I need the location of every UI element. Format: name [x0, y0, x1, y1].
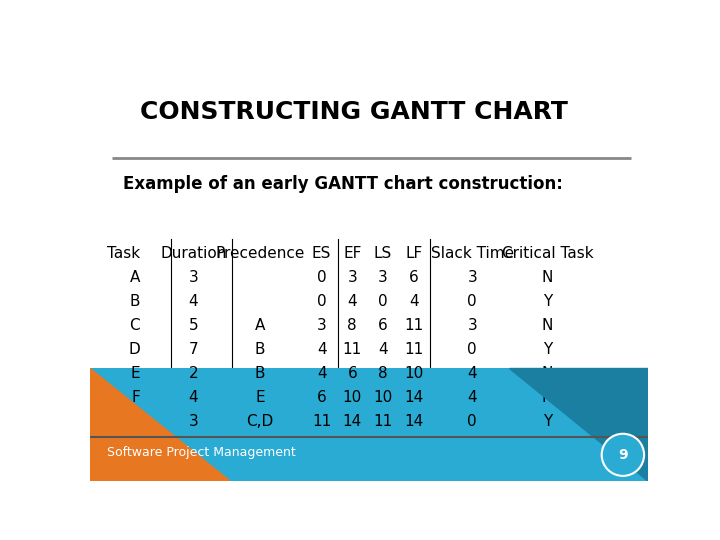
Text: Y: Y — [543, 415, 552, 429]
Text: Slack Time: Slack Time — [431, 246, 514, 261]
Text: 6: 6 — [378, 318, 388, 333]
Ellipse shape — [602, 434, 644, 476]
Text: A: A — [255, 318, 266, 333]
Text: 6: 6 — [409, 270, 418, 285]
Text: 2: 2 — [189, 366, 198, 381]
Text: LF: LF — [405, 246, 422, 261]
Text: 14: 14 — [343, 415, 362, 429]
Polygon shape — [508, 368, 648, 481]
Text: 3: 3 — [189, 270, 198, 285]
Polygon shape — [90, 368, 230, 481]
Text: 4: 4 — [317, 366, 326, 381]
Text: N: N — [542, 270, 553, 285]
Text: B: B — [255, 366, 266, 381]
Text: 11: 11 — [343, 342, 362, 357]
Text: 14: 14 — [404, 415, 423, 429]
Text: B: B — [255, 342, 266, 357]
Text: 0: 0 — [467, 294, 477, 309]
Text: Task: Task — [107, 246, 140, 261]
Text: 4: 4 — [348, 294, 357, 309]
Text: A: A — [130, 270, 140, 285]
Text: 3: 3 — [317, 318, 326, 333]
Text: Software Project Management: Software Project Management — [107, 446, 295, 459]
Text: N: N — [542, 366, 553, 381]
Text: B: B — [130, 294, 140, 309]
Text: CONSTRUCTING GANTT CHART: CONSTRUCTING GANTT CHART — [140, 100, 568, 124]
Bar — [90, 368, 648, 481]
Text: 4: 4 — [409, 294, 418, 309]
Text: E: E — [130, 366, 140, 381]
Text: Duration: Duration — [160, 246, 226, 261]
Text: 3: 3 — [378, 270, 388, 285]
Text: 10: 10 — [374, 390, 392, 406]
Text: 14: 14 — [404, 390, 423, 406]
Text: 0: 0 — [317, 270, 326, 285]
Text: G: G — [128, 415, 140, 429]
Text: C,D: C,D — [246, 415, 274, 429]
Text: 0: 0 — [467, 415, 477, 429]
Text: 11: 11 — [374, 415, 392, 429]
Text: 11: 11 — [404, 342, 423, 357]
Text: F: F — [132, 390, 140, 406]
Text: LS: LS — [374, 246, 392, 261]
Text: E: E — [256, 390, 265, 406]
Text: EF: EF — [343, 246, 361, 261]
Text: Example of an early GANTT chart construction:: Example of an early GANTT chart construc… — [124, 175, 563, 193]
Text: 5: 5 — [189, 318, 198, 333]
Text: 4: 4 — [378, 342, 388, 357]
Text: 4: 4 — [467, 390, 477, 406]
Text: N: N — [542, 318, 553, 333]
Text: 11: 11 — [312, 415, 331, 429]
Text: 0: 0 — [378, 294, 388, 309]
Text: 3: 3 — [467, 270, 477, 285]
Text: C: C — [130, 318, 140, 333]
Text: D: D — [128, 342, 140, 357]
Text: 6: 6 — [317, 390, 326, 406]
Text: 4: 4 — [189, 390, 198, 406]
Text: Y: Y — [543, 294, 552, 309]
Text: 3: 3 — [189, 415, 198, 429]
Text: ES: ES — [312, 246, 331, 261]
Text: 0: 0 — [467, 342, 477, 357]
Text: 6: 6 — [347, 366, 357, 381]
Text: 8: 8 — [378, 366, 388, 381]
Text: 3: 3 — [467, 318, 477, 333]
Text: 11: 11 — [404, 318, 423, 333]
Text: Precedence: Precedence — [215, 246, 305, 261]
Text: 10: 10 — [343, 390, 362, 406]
Text: 3: 3 — [347, 270, 357, 285]
Text: 0: 0 — [317, 294, 326, 309]
Text: 8: 8 — [348, 318, 357, 333]
Text: 4: 4 — [467, 366, 477, 381]
Text: 4: 4 — [189, 294, 198, 309]
Text: 10: 10 — [404, 366, 423, 381]
Text: 7: 7 — [189, 342, 198, 357]
Text: 9: 9 — [618, 448, 628, 462]
Text: Critical Task: Critical Task — [502, 246, 593, 261]
Text: Y: Y — [543, 342, 552, 357]
Text: N: N — [542, 390, 553, 406]
Text: 4: 4 — [317, 342, 326, 357]
